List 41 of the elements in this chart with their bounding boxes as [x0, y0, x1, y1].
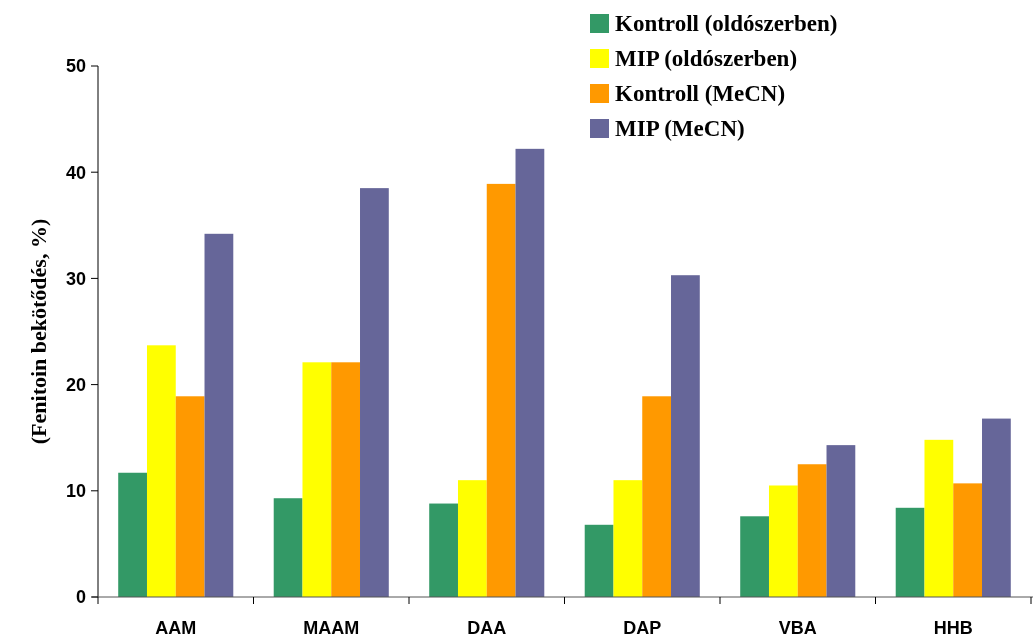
- bar: [175, 396, 205, 597]
- y-tick-label: 30: [65, 268, 86, 289]
- bar: [895, 507, 925, 597]
- y-axis-title: (Fenitoin bekötődés, %): [26, 218, 51, 445]
- bar: [613, 480, 643, 597]
- bar: [671, 275, 700, 597]
- bar: [584, 524, 614, 597]
- legend-label: MIP (MeCN): [615, 116, 745, 141]
- y-tick-label: 20: [65, 374, 86, 395]
- bar: [273, 498, 303, 597]
- bar: [457, 480, 487, 597]
- bar: [982, 418, 1011, 597]
- y-tick-label: 50: [65, 56, 86, 77]
- bar: [768, 485, 798, 597]
- x-tick-label: DAA: [467, 618, 507, 638]
- y-tick-label: 40: [65, 162, 86, 183]
- bar: [953, 483, 983, 597]
- bar: [515, 148, 545, 597]
- y-tick-label: 10: [65, 481, 86, 502]
- x-tick-label: MAAM: [303, 618, 360, 638]
- x-tick-label: VBA: [778, 618, 817, 638]
- bar: [331, 362, 361, 597]
- y-tick-label: 0: [75, 587, 86, 608]
- bar: [486, 183, 516, 597]
- bar: [642, 396, 672, 597]
- x-tick-label: AAM: [155, 618, 197, 638]
- bar: [146, 345, 176, 597]
- legend-label: Kontroll (MeCN): [615, 81, 786, 106]
- bar: [302, 362, 332, 597]
- bar: [740, 516, 769, 597]
- bar: [797, 464, 827, 597]
- bar: [924, 439, 954, 597]
- legend-label: Kontroll (oldószerben): [615, 11, 838, 36]
- legend-label: MIP (oldószerben): [615, 46, 798, 71]
- bar: [826, 445, 856, 597]
- bar: [360, 188, 389, 597]
- x-tick-label: HHB: [933, 618, 973, 638]
- bar: [429, 503, 458, 597]
- x-tick-label: DAP: [623, 618, 662, 638]
- bar: [204, 233, 234, 597]
- bar: [118, 472, 147, 597]
